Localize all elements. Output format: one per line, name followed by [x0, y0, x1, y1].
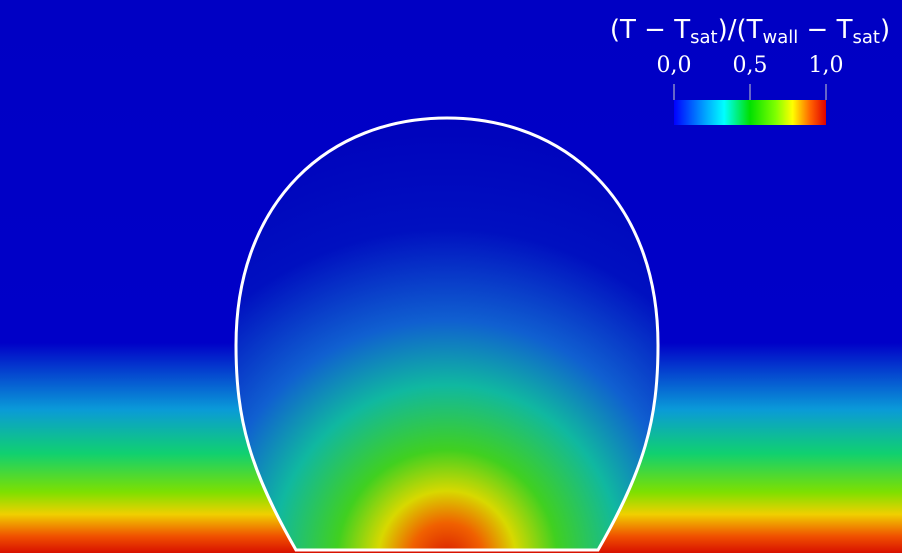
subscript: sat [690, 27, 717, 48]
colorbar-gradient [674, 100, 826, 125]
tick-label: 0,5 [733, 53, 768, 78]
title-part: ) [880, 15, 890, 45]
title-part: (T − T [610, 15, 690, 45]
subscript: wall [763, 27, 799, 48]
colorbar: (T − Tsat)/(Twall − Tsat) 0,0 0,5 1,0 [610, 15, 890, 125]
tick-label: 0,0 [657, 53, 692, 78]
title-part: )/(T [718, 15, 763, 45]
colorbar-title: (T − Tsat)/(Twall − Tsat) [610, 15, 890, 48]
bubble [234, 116, 660, 552]
title-part: − T [798, 15, 852, 45]
subscript: sat [852, 27, 879, 48]
tick-label: 1,0 [809, 53, 844, 78]
